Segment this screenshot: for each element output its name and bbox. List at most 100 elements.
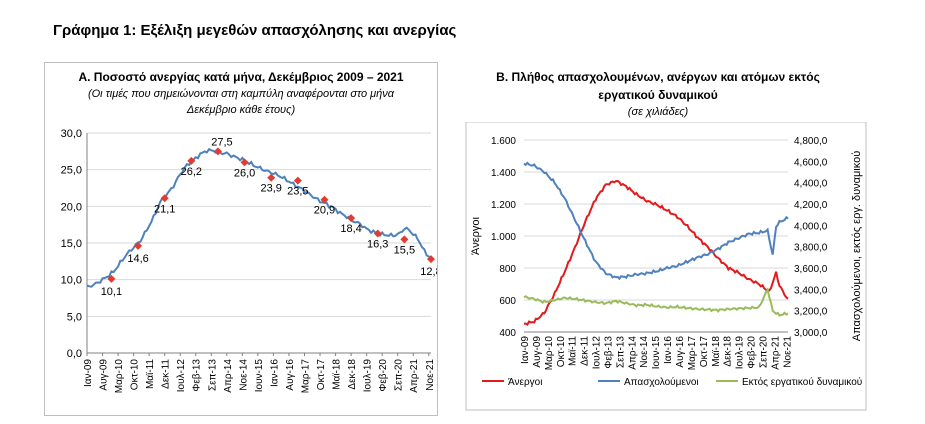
december-value-label: 26,0 (234, 167, 255, 179)
series-line-unemployment-rate (86, 147, 432, 288)
panel-a-subtitle-2: Δεκέμβριο κάθε έτους) (186, 104, 296, 116)
panel-a-unemployment-rate: Α. Ποσοστό ανεργίας κατά μήνα, Δεκέμβριο… (44, 62, 438, 416)
december-marker (134, 241, 143, 250)
x-tick-label-a: Νοε-21 (425, 359, 436, 391)
december-value-label: 23,5 (287, 186, 308, 198)
x-tick-label-b: Αυγ-09 (532, 336, 543, 368)
x-tick-label-a: Φεβ-13 (192, 359, 203, 392)
x-tick-label-a: Μαρ-10 (114, 359, 125, 394)
y-right-tick-label: 3,200,0 (794, 307, 828, 318)
december-value-label: 12,8 (420, 266, 437, 278)
legend-label: Εκτός εργατικού δυναμικού (742, 376, 862, 388)
december-marker (213, 147, 222, 156)
december-value-label: 16,3 (367, 238, 388, 250)
december-marker (160, 194, 169, 203)
x-tick-label-a: Απρ-14 (223, 359, 234, 393)
panel-b-title-1: Β. Πλήθος απασχολουμένων, ανέργων και ατ… (496, 70, 820, 84)
december-value-label: 10,1 (101, 286, 122, 298)
december-marker (320, 195, 329, 204)
december-marker (400, 235, 409, 244)
x-tick-label-b: Μαϊ-11 (568, 336, 579, 366)
chart-a-svg: 0,0 5,0 10,0 15,0 20,0 25,0 30,0 Ιαν-09 Αυγ-09 Μα… (61, 128, 437, 394)
december-value-label: 27,5 (211, 136, 232, 148)
y-tick-label-a: 0,0 (67, 348, 82, 360)
december-marker (267, 173, 276, 182)
y-right-tick-label: 3,000,0 (794, 328, 828, 339)
x-tick-label-a: Μαϊ-11 (145, 359, 156, 389)
x-tick-label-b: Δεκ-18 (723, 336, 734, 367)
december-value-label: 23,9 (260, 183, 281, 195)
x-tick-label-a: Μαρ-17 (300, 359, 311, 394)
panel-b-employment-levels: Β. Πλήθος απασχολουμένων, ανέργων και ατ… (448, 62, 868, 414)
x-tick-label-a: Σεπ-13 (207, 359, 218, 391)
x-tick-label-a: Ιουν-15 (254, 359, 265, 393)
december-value-label: 14,6 (127, 253, 148, 265)
december-value-label: 15,5 (394, 244, 415, 256)
x-tick-label-a: Οκτ-10 (130, 359, 141, 391)
chart-b-svg: 400 600 800 1.000 1.200 1.400 1.600 3,000,0 3,20… (465, 122, 867, 411)
x-tick-label-a: Ιουλ-19 (363, 359, 374, 393)
x-tick-label-a: Φεβ-20 (378, 359, 389, 392)
y-right-tick-label: 4,000,0 (794, 221, 828, 232)
y-right-tick-label: 3,600,0 (794, 264, 828, 275)
x-tick-label-a: Αυγ-16 (285, 359, 296, 391)
x-tick-label-b: Ιαν-09 (520, 336, 531, 364)
x-tick-label-b: Δεκ-11 (580, 336, 591, 366)
x-tick-label-b: Μαϊ-18 (711, 336, 722, 367)
y-left-tick-label: 1.600 (491, 136, 516, 147)
december-marker (293, 176, 302, 185)
y-tick-label-a: 15,0 (61, 238, 82, 250)
december-marker (107, 274, 116, 283)
x-tick-label-b: Ιουλ-19 (735, 336, 746, 370)
y-left-tick-label: 600 (499, 296, 516, 307)
x-tick-label-a: Ιαν-09 (83, 359, 94, 387)
x-tick-label-b: Μαρ-10 (544, 336, 555, 371)
x-tick-label-b: Φεβ-13 (603, 336, 614, 369)
y-right-tick-label: 3,400,0 (794, 285, 828, 296)
x-tick-label-a: Δεκ-18 (347, 359, 358, 390)
x-tick-label-a: Ιαν-16 (269, 359, 280, 387)
y-left-tick-label: 800 (499, 264, 516, 275)
y-right-tick-label: 3,800,0 (794, 243, 828, 254)
x-tick-label-b: Νοε-21 (782, 336, 793, 368)
december-value-label: 18,4 (340, 223, 361, 235)
series-line-2 (523, 287, 789, 317)
x-tick-label-b: Σεπ-20 (758, 336, 769, 368)
panel-b-subtitle: (σε χιλιάδες) (627, 106, 689, 118)
december-marker (373, 229, 382, 238)
december-value-label: 26,2 (181, 166, 202, 178)
x-tick-label-a: Μαϊ-18 (332, 359, 343, 390)
december-marker (347, 214, 356, 223)
y-tick-label-a: 30,0 (61, 128, 82, 140)
x-tick-label-a: Αυγ-09 (99, 359, 110, 391)
panel-a-subtitle-1: (Οι τιμές που σημειώνονται στη καμπύλη α… (87, 88, 395, 100)
panel-b-frame (465, 122, 867, 411)
x-tick-label-b: Ιουν-15 (651, 336, 662, 370)
panel-a-title: Α. Ποσοστό ανεργίας κατά μήνα, Δεκέμβριο… (78, 70, 404, 84)
x-tick-label-b: Ιουλ-12 (592, 336, 603, 370)
x-tick-label-b: Σεπ-13 (615, 336, 626, 368)
x-tick-label-b: Νοε-14 (639, 336, 650, 368)
y-right-tick-label: 4,400,0 (794, 179, 828, 190)
y-tick-label-a: 25,0 (61, 165, 82, 177)
y-right-tick-label: 4,600,0 (794, 157, 828, 168)
y-left-tick-label: 400 (499, 328, 516, 339)
x-tick-label-a: Νοε-14 (238, 359, 249, 391)
y-tick-label-a: 5,0 (67, 311, 82, 323)
y-left-tick-label: 1.400 (491, 168, 516, 179)
series-line-0 (523, 179, 789, 327)
y-tick-label-a: 20,0 (61, 201, 82, 213)
y-left-axis-label: Άνεργοι (470, 217, 482, 255)
x-tick-label-b: Οκτ-17 (699, 336, 710, 368)
y-tick-label-a: 10,0 (61, 275, 82, 287)
x-tick-label-b: Οκτ-10 (556, 336, 567, 368)
y-right-tick-label: 4,800,0 (794, 136, 828, 147)
x-tick-label-a: Ιουλ-12 (176, 359, 187, 393)
y-right-axis-label: Απασχολούμενοι, εκτός εργ. δυναμικού (851, 151, 863, 341)
panel-b-title-2: εργατικού δυναμικού (598, 88, 718, 102)
x-tick-label-a: Δεκ-11 (161, 359, 172, 389)
x-tick-label-b: Απρ-14 (627, 336, 638, 370)
december-value-label: 20,9 (314, 205, 335, 217)
x-tick-label-b: Αυγ-16 (675, 336, 686, 368)
legend-label: Άνεργοι (508, 377, 542, 388)
